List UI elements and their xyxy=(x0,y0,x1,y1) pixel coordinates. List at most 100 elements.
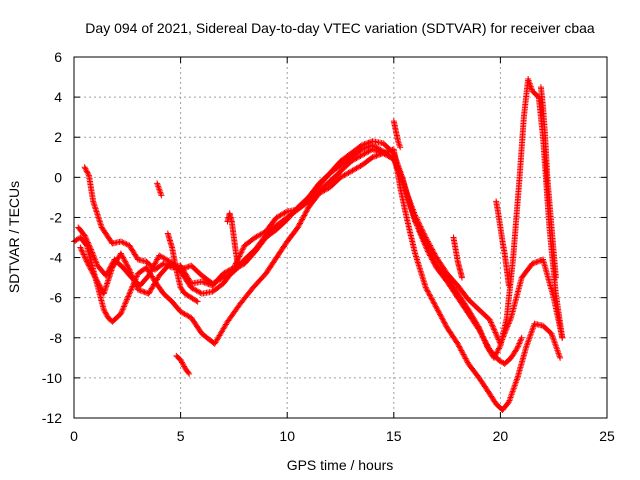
data-point xyxy=(510,386,517,393)
series-trace-7 xyxy=(154,180,165,199)
data-point xyxy=(529,326,536,333)
data-point xyxy=(421,239,428,246)
data-point xyxy=(103,312,110,319)
data-point xyxy=(534,258,541,265)
data-point xyxy=(526,334,533,341)
data-point xyxy=(78,247,85,254)
data-point xyxy=(487,318,494,325)
data-point xyxy=(240,245,247,252)
data-point xyxy=(396,142,403,149)
data-point xyxy=(489,323,496,330)
data-point xyxy=(431,300,438,307)
data-point xyxy=(418,232,425,239)
data-point xyxy=(85,170,92,177)
data-point xyxy=(156,186,163,193)
data-point xyxy=(441,320,448,327)
data-point xyxy=(368,155,375,162)
data-point xyxy=(554,348,561,355)
series-trace-9 xyxy=(164,230,201,305)
data-point xyxy=(152,260,159,267)
data-point xyxy=(93,275,100,282)
data-point xyxy=(154,181,161,188)
data-point xyxy=(392,160,399,167)
data-point xyxy=(83,257,90,264)
data-point xyxy=(119,307,126,314)
data-point xyxy=(518,336,525,343)
y-tick-label: 0 xyxy=(54,169,62,185)
data-point xyxy=(298,217,305,224)
data-point xyxy=(555,350,562,357)
data-point xyxy=(478,332,485,339)
data-point xyxy=(100,306,107,313)
data-point xyxy=(85,240,92,247)
data-point xyxy=(426,291,433,298)
data-point xyxy=(200,279,207,286)
data-point xyxy=(357,143,364,150)
data-point xyxy=(84,238,91,245)
data-point xyxy=(374,148,381,155)
data-point xyxy=(424,248,431,255)
x-tick-label: 0 xyxy=(70,428,78,444)
data-point xyxy=(182,264,189,271)
data-point xyxy=(366,139,373,146)
data-point xyxy=(394,163,401,170)
data-point xyxy=(90,252,97,259)
data-point xyxy=(524,341,531,348)
data-point xyxy=(373,147,380,154)
data-point xyxy=(358,142,365,149)
data-point xyxy=(121,302,128,309)
data-point xyxy=(554,347,561,354)
data-point xyxy=(185,369,192,376)
data-point xyxy=(395,166,402,173)
data-point xyxy=(79,250,86,257)
data-point xyxy=(157,189,164,196)
data-point xyxy=(122,259,129,266)
data-point xyxy=(82,255,89,262)
data-point xyxy=(488,320,495,327)
data-point xyxy=(178,266,185,273)
data-point xyxy=(93,259,100,266)
data-point xyxy=(295,223,302,230)
data-point xyxy=(377,149,384,156)
data-point xyxy=(461,352,468,359)
data-point xyxy=(125,292,132,299)
data-point xyxy=(81,254,88,261)
data-point xyxy=(294,224,301,231)
data-point xyxy=(515,343,522,350)
data-point xyxy=(92,258,99,265)
data-point xyxy=(122,300,129,307)
data-point xyxy=(108,261,115,268)
series-trace-2 xyxy=(77,142,566,347)
y-tick-label: -12 xyxy=(42,410,62,426)
data-point xyxy=(78,245,85,252)
y-tick-label: -8 xyxy=(50,330,63,346)
data-point xyxy=(440,318,447,325)
data-point xyxy=(455,342,462,349)
data-point xyxy=(490,325,497,332)
y-tick-label: 6 xyxy=(54,49,62,65)
data-point xyxy=(83,166,90,173)
data-point xyxy=(362,140,369,147)
data-point xyxy=(120,255,127,262)
data-point xyxy=(136,287,143,294)
data-point xyxy=(90,270,97,277)
data-point xyxy=(370,153,377,160)
data-point xyxy=(432,261,439,268)
data-point xyxy=(79,248,86,255)
data-point xyxy=(421,241,428,248)
data-point xyxy=(432,302,439,309)
data-point xyxy=(163,261,170,268)
data-point xyxy=(398,172,405,179)
data-point xyxy=(88,246,95,253)
data-point xyxy=(420,238,427,245)
data-point xyxy=(119,253,126,260)
data-point xyxy=(148,267,155,274)
data-point xyxy=(150,263,157,270)
data-point xyxy=(138,288,145,295)
data-point xyxy=(80,251,87,258)
data-point xyxy=(430,299,437,306)
data-point xyxy=(90,253,97,260)
data-point xyxy=(360,141,367,148)
data-point xyxy=(525,338,532,345)
data-point xyxy=(178,358,185,365)
